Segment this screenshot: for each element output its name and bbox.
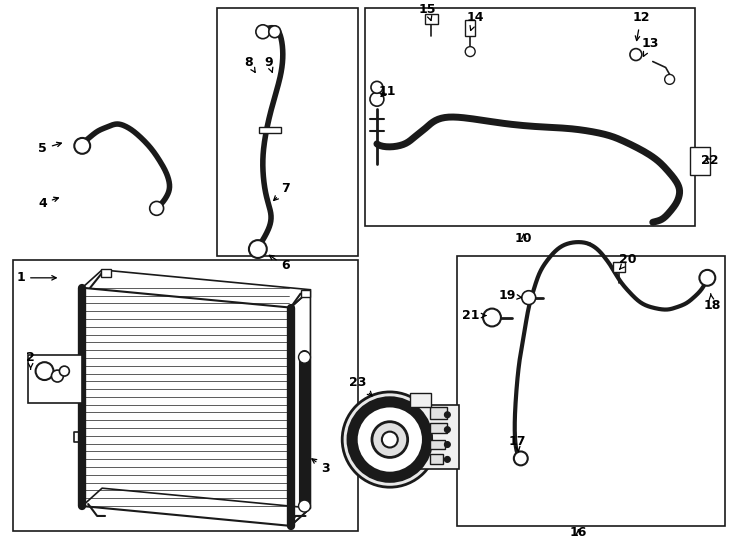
Text: 15: 15 — [419, 3, 436, 21]
Bar — [613, 262, 625, 272]
Circle shape — [630, 49, 642, 60]
Bar — [28, 355, 82, 403]
Circle shape — [150, 201, 164, 215]
Text: 13: 13 — [641, 37, 658, 56]
Bar — [12, 260, 358, 531]
Text: 17: 17 — [508, 435, 526, 451]
Text: 16: 16 — [570, 526, 587, 539]
Bar — [429, 407, 447, 418]
Circle shape — [522, 291, 536, 305]
Text: 12: 12 — [632, 11, 650, 40]
Bar — [410, 393, 432, 407]
Text: 21: 21 — [462, 309, 486, 322]
Text: 11: 11 — [378, 85, 396, 98]
Bar — [217, 8, 358, 256]
Circle shape — [74, 138, 90, 154]
Text: 22: 22 — [700, 154, 718, 167]
Text: 4: 4 — [38, 197, 59, 210]
Bar — [465, 20, 475, 36]
Bar — [404, 405, 459, 469]
Circle shape — [35, 362, 54, 380]
Text: 9: 9 — [264, 56, 273, 72]
Bar — [365, 8, 695, 226]
Bar — [691, 147, 711, 174]
Text: 5: 5 — [38, 142, 62, 156]
Circle shape — [483, 308, 501, 327]
Circle shape — [299, 351, 310, 363]
Bar — [457, 256, 725, 526]
Text: 2: 2 — [26, 350, 35, 369]
Bar — [429, 423, 447, 433]
Bar — [300, 290, 310, 296]
Text: 8: 8 — [244, 56, 255, 72]
Circle shape — [665, 75, 675, 84]
Circle shape — [465, 46, 475, 57]
Text: 20: 20 — [619, 253, 636, 269]
Text: 10: 10 — [515, 232, 533, 245]
Text: 19: 19 — [498, 289, 522, 302]
Text: 1: 1 — [16, 271, 57, 285]
Text: 6: 6 — [269, 255, 290, 272]
Circle shape — [256, 25, 270, 39]
Bar — [424, 14, 438, 24]
Circle shape — [444, 427, 451, 433]
Bar — [429, 440, 446, 449]
Circle shape — [59, 366, 69, 376]
Text: 7: 7 — [274, 182, 290, 200]
Circle shape — [514, 451, 528, 465]
Circle shape — [372, 422, 407, 457]
Circle shape — [444, 442, 451, 448]
Text: 23: 23 — [349, 375, 372, 396]
Circle shape — [352, 402, 427, 477]
Circle shape — [444, 456, 451, 462]
Circle shape — [371, 82, 383, 93]
Circle shape — [249, 240, 266, 258]
Bar — [259, 127, 280, 133]
Circle shape — [700, 270, 715, 286]
Circle shape — [382, 431, 398, 448]
Circle shape — [342, 392, 437, 487]
Circle shape — [269, 26, 280, 38]
Circle shape — [370, 92, 384, 106]
Text: 18: 18 — [704, 294, 721, 312]
Circle shape — [51, 370, 63, 382]
Text: 14: 14 — [466, 11, 484, 31]
Circle shape — [299, 500, 310, 512]
Text: 3: 3 — [312, 459, 330, 475]
Bar — [101, 269, 111, 277]
Bar — [429, 455, 443, 464]
Circle shape — [444, 412, 451, 418]
